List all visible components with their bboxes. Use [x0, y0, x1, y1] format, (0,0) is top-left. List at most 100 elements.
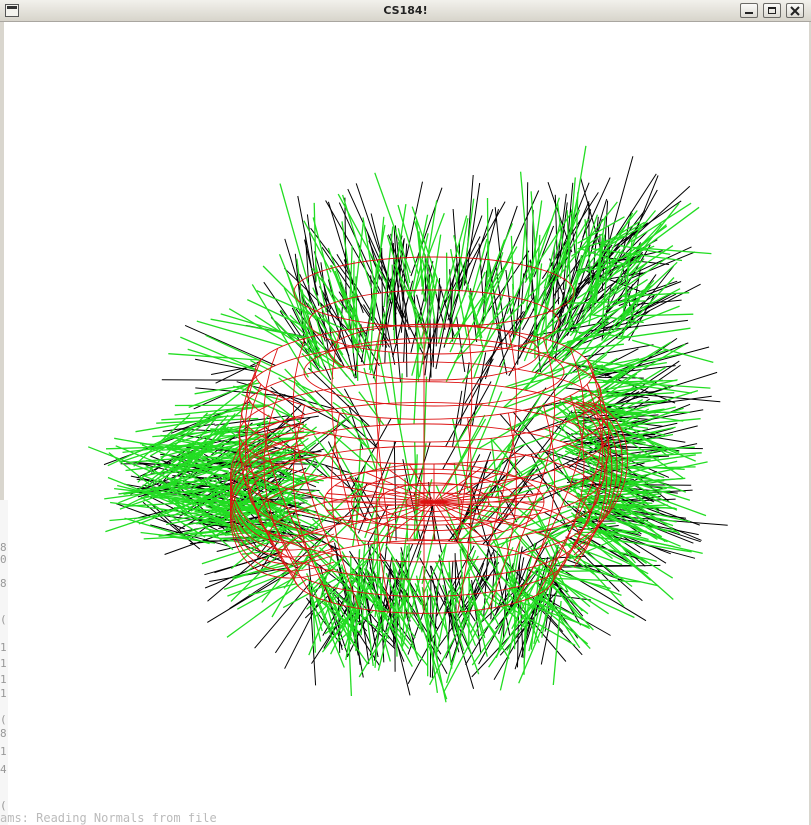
normal-line-black — [392, 279, 398, 347]
normal-line-green — [632, 313, 694, 317]
normal-line-green — [535, 406, 612, 455]
normal-line-green — [632, 246, 712, 255]
normal-line-black — [530, 454, 571, 534]
normal-line-green — [422, 545, 447, 596]
normal-line-green — [309, 549, 352, 645]
title-bar[interactable]: CS184! — [0, 0, 811, 22]
normal-line-green — [563, 234, 592, 324]
normal-line-green — [314, 596, 345, 668]
normal-line-green — [391, 264, 396, 344]
normal-line-green — [604, 461, 708, 485]
normal-line-black — [304, 239, 319, 296]
minimize-button[interactable] — [740, 3, 758, 18]
normal-line-green — [587, 257, 609, 298]
normal-line-black — [630, 251, 696, 279]
normal-line-green — [554, 543, 595, 575]
normal-line-black — [344, 197, 347, 313]
normal-line-black — [399, 181, 423, 288]
normal-line-green — [211, 484, 283, 500]
normal-line-black — [297, 195, 320, 306]
normal-line-black — [207, 570, 292, 623]
normal-line-green — [107, 476, 191, 512]
normal-line-green — [410, 214, 429, 296]
normal-line-green — [442, 414, 486, 494]
normal-line-green — [401, 596, 407, 640]
normal-line-green — [607, 418, 701, 428]
normal-line-black — [269, 451, 322, 454]
normal-line-green — [170, 474, 256, 518]
mesh-handle — [573, 401, 628, 544]
normal-line-green — [599, 220, 641, 247]
normal-line-green — [598, 399, 639, 419]
normal-line-green — [553, 353, 608, 398]
normal-line-green — [218, 451, 300, 484]
normal-line-green — [592, 358, 640, 369]
close-button[interactable] — [786, 3, 804, 18]
normal-line-green — [522, 508, 572, 529]
normal-line-green — [127, 458, 223, 506]
normal-line-green — [573, 515, 626, 544]
mesh-meridian — [549, 384, 603, 587]
normal-line-green — [444, 284, 470, 345]
normal-line-green — [278, 377, 320, 413]
normal-line-green — [618, 210, 657, 256]
normal-line-green — [104, 486, 192, 500]
normal-line-green — [143, 533, 227, 540]
normal-line-green — [435, 484, 473, 570]
normal-line-green — [504, 359, 587, 388]
normal-line-black — [294, 253, 306, 346]
normal-line-black — [570, 536, 643, 602]
normal-line-black — [544, 544, 559, 632]
normal-line-black — [403, 302, 407, 363]
normal-line-black — [509, 296, 535, 338]
normal-line-green — [508, 302, 532, 350]
normal-line-black — [517, 273, 525, 365]
normal-line-green — [553, 577, 641, 583]
normal-line-black — [435, 278, 441, 347]
normal-line-green — [196, 320, 283, 347]
normal-line-green — [203, 434, 269, 449]
normal-line-green — [199, 521, 271, 534]
normal-line-green — [250, 359, 314, 393]
maximize-button[interactable] — [763, 3, 781, 18]
normal-line-black — [321, 247, 373, 321]
normal-line-green — [187, 444, 255, 493]
normal-line-green — [226, 578, 307, 638]
mesh-meridian — [238, 371, 295, 578]
normal-line-green — [577, 216, 625, 244]
normal-line-green — [397, 418, 412, 490]
mesh-meridian — [515, 338, 556, 552]
normal-line-green — [470, 547, 514, 634]
normal-line-black — [388, 234, 427, 336]
normal-line-green — [540, 267, 585, 337]
normal-line-green — [555, 201, 618, 281]
normal-line-black — [445, 358, 494, 447]
normal-line-green — [383, 226, 394, 308]
render-canvas[interactable] — [4, 22, 809, 822]
normal-line-black — [161, 379, 253, 381]
window-menu-icon[interactable] — [5, 4, 19, 17]
mesh-spout — [230, 430, 335, 551]
mesh-meridian — [488, 330, 517, 546]
normal-line-green — [372, 216, 385, 330]
normal-line-black — [407, 597, 455, 685]
normal-line-green — [348, 245, 353, 332]
normal-line-green — [221, 438, 295, 446]
normal-line-green — [591, 248, 683, 262]
normal-line-green — [566, 300, 647, 304]
normal-line-black — [540, 589, 558, 665]
normal-line-green — [570, 145, 587, 233]
normal-line-green — [329, 265, 373, 351]
normal-line-green — [584, 221, 645, 258]
normal-line-green — [310, 555, 346, 592]
normal-line-green — [612, 305, 680, 334]
normal-line-green — [575, 192, 579, 259]
normal-line-green — [374, 572, 397, 615]
normal-line-green — [140, 531, 188, 539]
normal-line-black — [283, 267, 349, 331]
mesh-lid-ring — [303, 337, 565, 407]
normal-line-black — [410, 260, 434, 353]
normal-line-green — [350, 295, 377, 384]
mesh-spout — [230, 416, 335, 537]
normal-line-black — [269, 487, 320, 491]
